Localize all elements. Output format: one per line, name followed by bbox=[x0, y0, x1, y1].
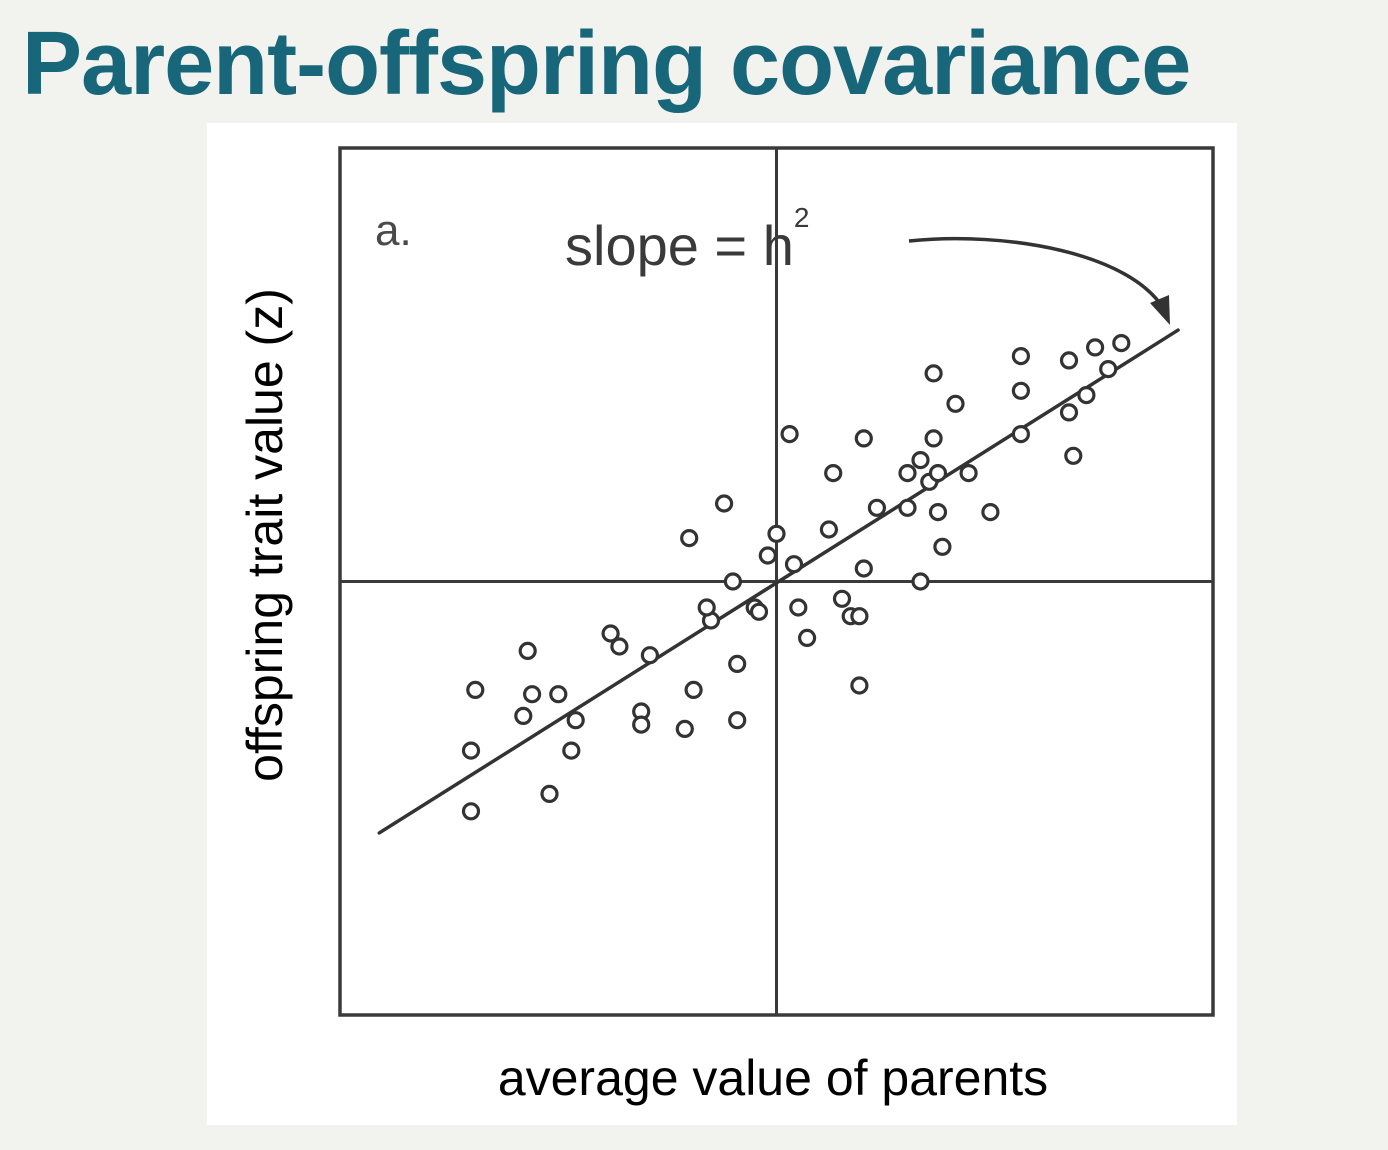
data-point bbox=[680, 529, 699, 548]
data-point bbox=[1011, 347, 1031, 366]
data-point bbox=[854, 559, 873, 578]
data-point bbox=[933, 537, 952, 556]
data-point bbox=[1077, 386, 1096, 405]
data-point bbox=[850, 676, 869, 695]
data-point bbox=[675, 719, 694, 739]
data-point bbox=[784, 555, 804, 574]
data-point bbox=[898, 464, 917, 483]
data-point bbox=[562, 741, 581, 760]
data-point bbox=[728, 711, 747, 730]
annotation-arrowhead bbox=[1150, 295, 1170, 325]
data-point bbox=[461, 802, 481, 821]
scanned-figure: a. slope = h2 bbox=[207, 123, 1237, 1125]
data-point bbox=[601, 624, 620, 643]
data-point bbox=[824, 464, 843, 483]
x-axis-label: average value of parents bbox=[497, 1050, 1049, 1106]
data-point bbox=[867, 498, 887, 517]
regression-line bbox=[377, 328, 1180, 835]
data-point bbox=[632, 715, 651, 734]
data-point bbox=[749, 602, 769, 621]
data-point bbox=[540, 784, 559, 804]
data-point bbox=[789, 598, 808, 617]
y-axis-label: offspring trait value (z) bbox=[237, 288, 293, 782]
scatter-plot: a. slope = h2 bbox=[338, 146, 1215, 1017]
data-point bbox=[1059, 403, 1079, 422]
data-point bbox=[946, 394, 965, 413]
data-point bbox=[610, 637, 629, 656]
data-point bbox=[928, 503, 948, 522]
data-point bbox=[928, 464, 948, 483]
data-point bbox=[1099, 360, 1118, 379]
data-point bbox=[1064, 446, 1083, 465]
data-points bbox=[461, 334, 1131, 821]
slope-annotation: slope = h2 bbox=[565, 202, 809, 277]
data-point bbox=[549, 685, 568, 704]
data-point bbox=[723, 572, 743, 591]
data-point bbox=[466, 680, 485, 700]
data-point bbox=[832, 589, 852, 608]
slide-title: Parent-offspring covariance bbox=[22, 14, 1191, 114]
data-point bbox=[523, 685, 542, 704]
panel-label: a. bbox=[375, 206, 412, 255]
data-point bbox=[911, 572, 930, 591]
data-point bbox=[684, 680, 703, 700]
data-point bbox=[697, 598, 716, 617]
slope-annotation-superscript: 2 bbox=[794, 202, 810, 233]
data-point bbox=[1085, 338, 1105, 357]
data-point bbox=[514, 706, 533, 726]
data-point bbox=[1011, 425, 1031, 444]
data-point bbox=[797, 628, 817, 648]
data-point bbox=[566, 711, 585, 730]
data-point bbox=[850, 607, 869, 626]
data-point bbox=[767, 524, 786, 543]
slope-annotation-text: slope = h bbox=[565, 214, 794, 277]
data-point bbox=[728, 654, 747, 674]
data-point bbox=[640, 646, 659, 665]
data-point bbox=[461, 741, 481, 760]
data-point bbox=[1059, 351, 1079, 370]
data-point bbox=[780, 425, 799, 444]
data-point bbox=[981, 503, 1000, 522]
data-point bbox=[924, 364, 943, 383]
annotation-arrow bbox=[908, 236, 1167, 312]
data-point bbox=[898, 498, 917, 517]
data-point bbox=[714, 494, 734, 513]
data-point bbox=[854, 429, 873, 448]
data-point bbox=[959, 464, 978, 483]
data-point bbox=[1112, 334, 1131, 353]
data-point bbox=[758, 546, 777, 565]
data-point bbox=[518, 641, 537, 661]
data-point bbox=[1011, 381, 1031, 400]
data-point bbox=[911, 451, 930, 470]
data-point bbox=[924, 429, 943, 448]
data-point bbox=[819, 520, 839, 539]
